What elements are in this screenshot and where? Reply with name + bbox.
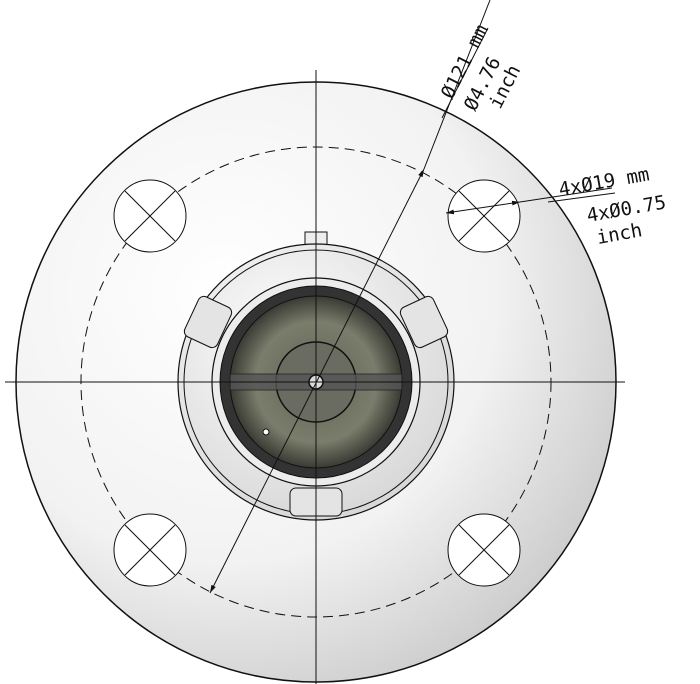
- mounting-holes: [113, 179, 521, 587]
- dimension-lines: [209, 0, 616, 594]
